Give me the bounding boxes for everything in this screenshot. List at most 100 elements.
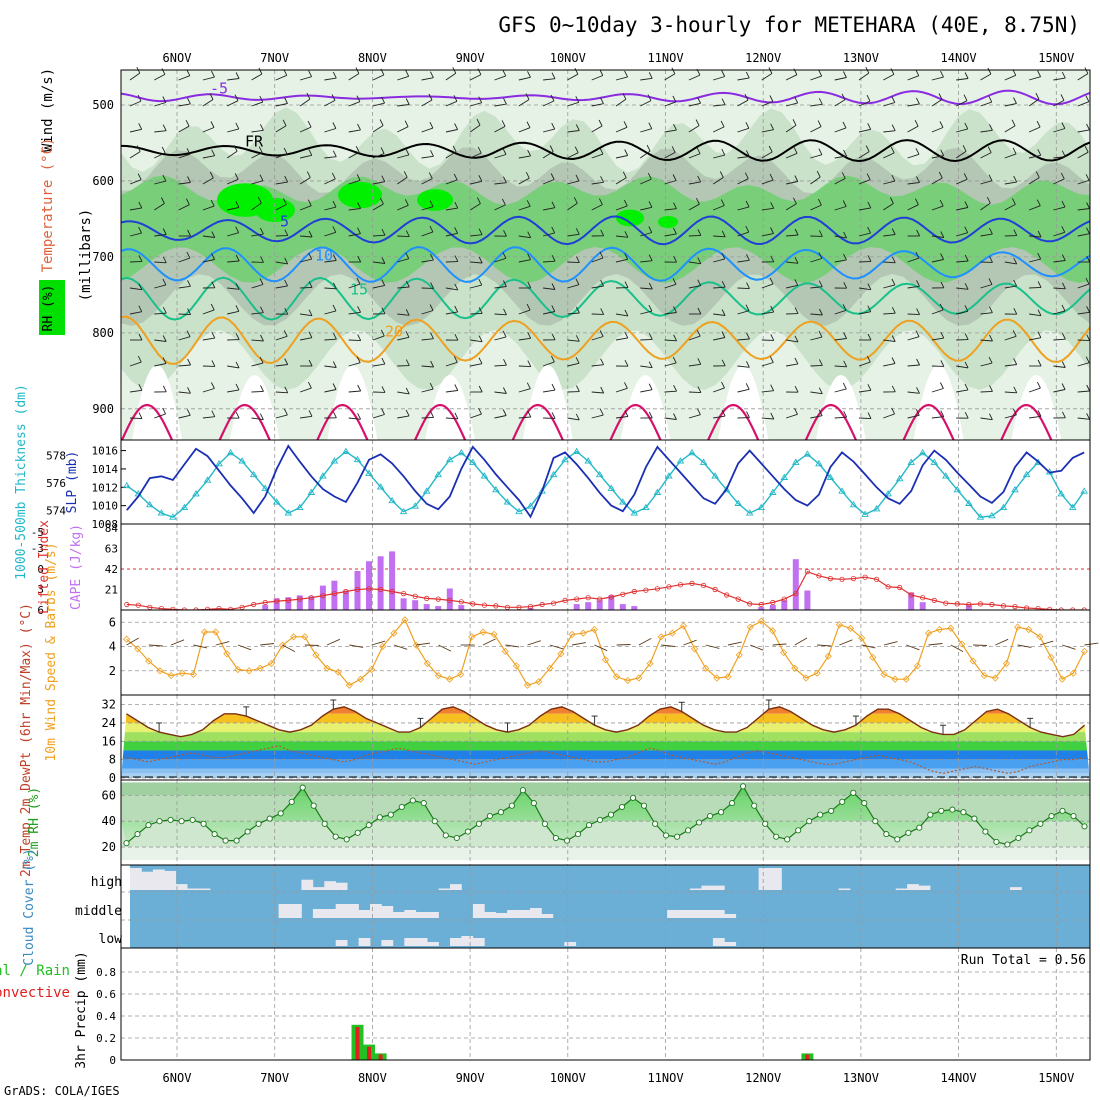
wind-barb-feather [186, 97, 191, 105]
wind-barb-feather [891, 96, 896, 103]
wind-barb-feather [379, 119, 384, 126]
thickness-marker [353, 455, 362, 463]
cape-bar [631, 606, 638, 610]
wind-barb [227, 78, 240, 81]
wind-barb-feather [1061, 122, 1066, 129]
wind-barb [907, 182, 920, 185]
thickness-axis-label: 1000-500mb Thickness (dm) [14, 384, 29, 580]
cloud-low-cell [358, 938, 371, 946]
wind-barb-feather [964, 72, 969, 79]
lifted-index-marker [700, 582, 707, 589]
cloud-low-cell [404, 938, 417, 946]
wind-barb-feather [600, 229, 605, 237]
wind-barb-feather [964, 283, 969, 290]
wind-barb [275, 414, 288, 419]
rh-marker [993, 838, 1000, 845]
wind-barb [518, 205, 531, 211]
wind-barb [615, 205, 628, 211]
wind-speed-marker [479, 628, 487, 636]
thickness-marker [711, 472, 719, 479]
wind-barb-feather [357, 227, 361, 234]
wind-speed-marker [746, 623, 754, 631]
wind-barb-feather [477, 146, 482, 154]
wind-barb [737, 365, 750, 368]
wind-barb-feather [1086, 384, 1091, 392]
wind-barb-feather [963, 94, 968, 101]
wind-barb-feather [915, 330, 920, 337]
wind-barb [713, 286, 726, 289]
wind-barb-feather [745, 225, 750, 233]
wind-speed-marker [212, 628, 220, 636]
wind-speed-marker [757, 617, 765, 625]
rh-marker [839, 798, 846, 805]
wind-barb-10m [883, 641, 898, 646]
rh-line [126, 785, 1085, 846]
cloud-clear-sky [130, 865, 1090, 948]
cloud-high-cell [838, 888, 851, 890]
cloud-middle-cell [290, 904, 302, 918]
wind-barb-feather [502, 148, 507, 155]
wind-barb-feather [648, 383, 653, 390]
wind-barb [858, 260, 872, 263]
wind-barb-feather [916, 280, 920, 287]
wind-barb-feather [551, 383, 556, 391]
wind-barb-feather [1061, 254, 1066, 261]
wind-barb [1028, 154, 1041, 159]
wind-barb-feather [1086, 413, 1091, 420]
wind-barb [907, 103, 920, 107]
cloud-high-cell [712, 885, 725, 890]
wind-barb [299, 98, 311, 107]
wind-barb-feather [356, 277, 361, 285]
temp2m-axis-label: 2m Temp 2m DewPt (6hr Min/Max) (°C) [19, 603, 34, 877]
cloud-row-label: middle [75, 904, 122, 919]
wind-barb-feather [551, 254, 556, 262]
wind-barb [129, 311, 142, 315]
wind-barb-feather [794, 335, 799, 343]
rh-marker [872, 818, 879, 825]
wind-barb [129, 100, 142, 107]
wind-barb [591, 285, 604, 289]
rh-marker [949, 806, 956, 813]
wind-barb-feather [673, 384, 678, 392]
wind-speed-marker [791, 664, 799, 672]
wind-barb-feather [648, 122, 653, 129]
wind-barb-feather [551, 283, 556, 290]
wind-barb [640, 310, 653, 315]
wind-barb [227, 100, 239, 107]
lifted-index-marker [527, 603, 534, 610]
wind-barb [883, 413, 895, 419]
date-label-bottom: 13NOV [843, 1071, 879, 1085]
wind-barb [737, 77, 750, 81]
wind-barb [397, 126, 409, 133]
wind-barb-feather [816, 170, 821, 178]
thickness-marker [561, 455, 569, 463]
wind-speed-marker [735, 651, 743, 659]
wind-barb [688, 74, 701, 81]
wind-barb-feather [454, 412, 459, 420]
wind-barb [518, 388, 531, 393]
wind-barb-feather [186, 330, 191, 337]
rh-marker [762, 820, 769, 827]
wind-barb [591, 153, 604, 159]
thickness-marker [492, 485, 500, 493]
wind-barb-feather [624, 253, 629, 260]
wind-barb [372, 181, 385, 185]
wind-barb-10m [1062, 644, 1076, 650]
wind-barb-feather [988, 356, 993, 364]
wind-barb [251, 390, 264, 393]
wind-speed-marker [635, 674, 643, 682]
wind-barb [202, 99, 214, 107]
rh-marker [618, 803, 626, 811]
wind-speed-marker [345, 681, 353, 689]
wind-barb-feather [891, 306, 896, 314]
wind-barb-feather [259, 124, 264, 131]
wind-barb [786, 234, 799, 237]
wind-barb-feather [332, 361, 337, 368]
wind-barb-feather [818, 308, 823, 316]
wind-barb [761, 417, 774, 420]
wind-barb [397, 336, 410, 341]
wind-speed-marker [368, 665, 376, 674]
wind-barb [154, 130, 167, 133]
wind-barb [494, 257, 507, 263]
